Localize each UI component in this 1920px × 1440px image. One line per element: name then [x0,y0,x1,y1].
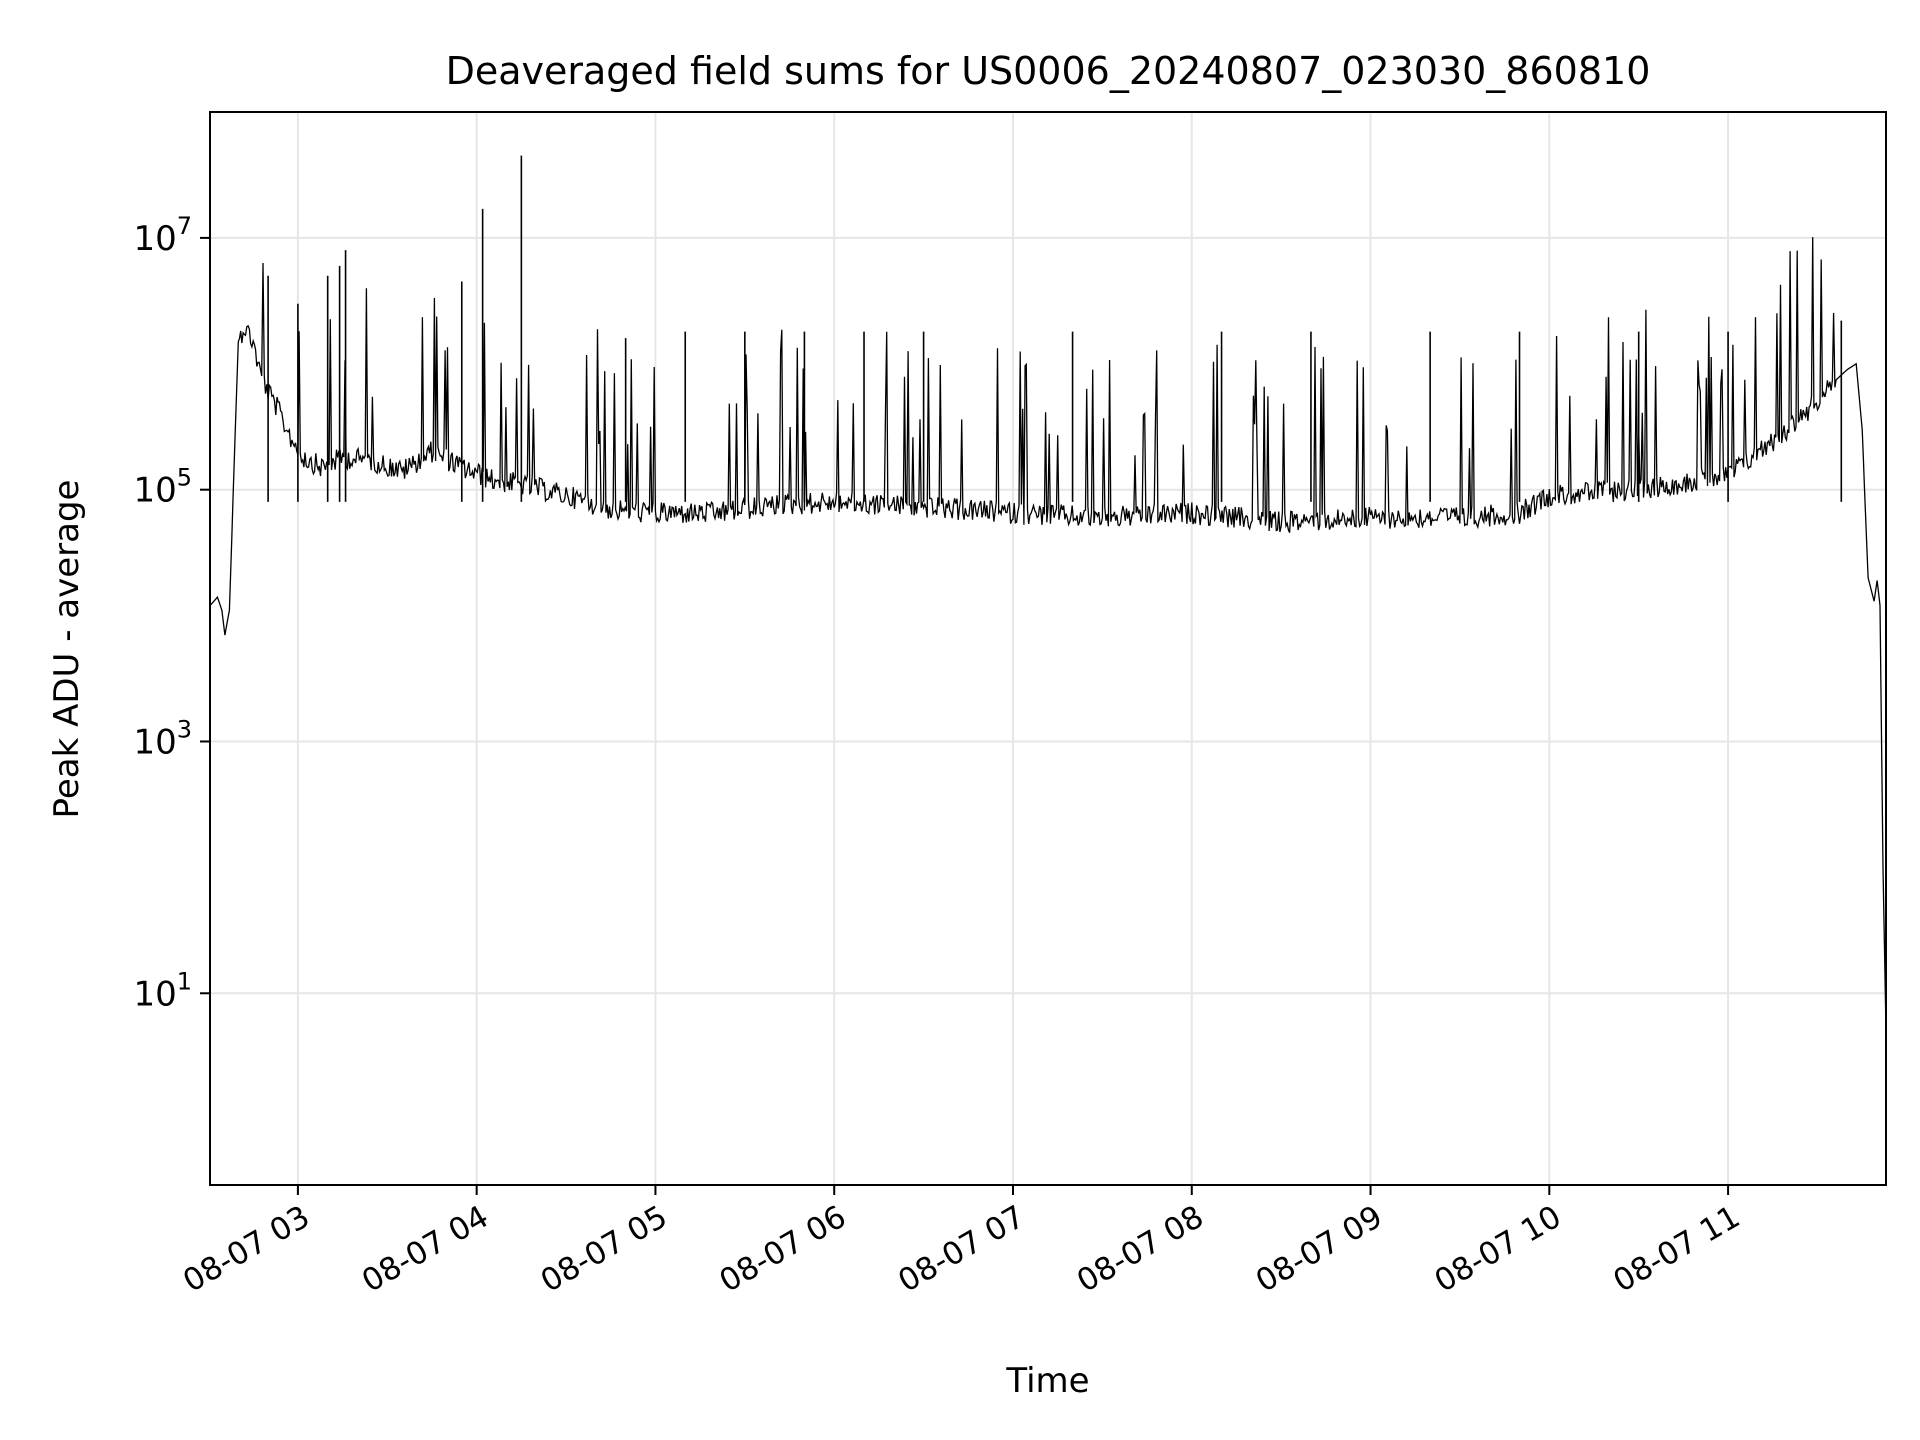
y-tick-exponent: 7 [177,212,192,240]
x-tick-label: 08-07 07 [892,1199,1031,1300]
x-tick-label: 08-07 03 [177,1199,316,1300]
y-tick-label: 101 [133,967,192,1014]
y-tick-label: 107 [133,212,192,259]
chart-title: Deaveraged field sums for US0006_2024080… [446,49,1651,93]
x-axis-label: Time [1005,1361,1089,1401]
x-axis-ticks: 08-07 03 08-07 04 08-07 05 08-07 06 08-07 07… [177,1185,1746,1300]
series-layer [210,155,1886,1032]
y-tick-exponent: 3 [177,715,192,743]
y-tick-base: 10 [133,471,176,511]
x-tick-label: 08-07 10 [1429,1199,1568,1300]
x-tick-label: 08-07 09 [1250,1199,1389,1300]
x-tick-label: 08-07 08 [1071,1199,1210,1300]
y-axis-label: Peak ADU - average [47,480,87,819]
series-line [210,237,1886,1032]
y-tick-base: 10 [133,974,176,1014]
plot-area-frame [209,111,1887,1186]
x-tick-label: 08-07 11 [1607,1199,1746,1300]
y-tick-exponent: 5 [177,464,192,492]
x-tick-label: 08-07 05 [535,1199,674,1300]
y-tick-exponent: 1 [177,967,192,995]
x-tick-label: 08-07 04 [356,1199,495,1300]
y-tick-label: 103 [133,715,192,762]
y-tick-label: 105 [133,464,192,511]
x-tick-label: 08-07 06 [714,1199,853,1300]
y-tick-base: 10 [133,722,176,762]
y-tick-base: 10 [133,219,176,259]
grid [210,112,1886,1185]
